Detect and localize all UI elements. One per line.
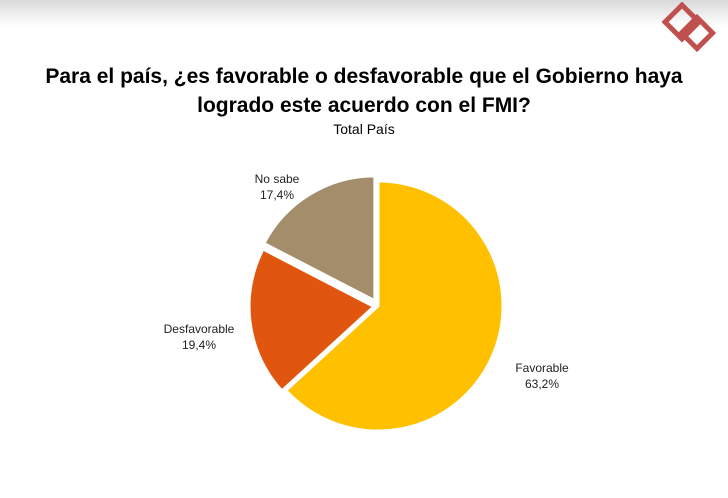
top-band — [0, 0, 728, 26]
page-title: Para el país, ¿es favorable o desfavorab… — [30, 62, 698, 120]
chart-subtitle: Total País — [333, 121, 395, 137]
slice-value-no-sabe: 17,4% — [260, 188, 294, 202]
slice-label-desfavorable: Desfavorable — [164, 322, 235, 336]
slice-label-favorable: Favorable — [515, 361, 569, 375]
title-line-1: Para el país, ¿es favorable o desfavorab… — [45, 65, 683, 88]
pie-slice-no-sabe — [261, 174, 377, 304]
brand-logo — [661, 2, 717, 53]
slice-value-desfavorable: 19,4% — [182, 338, 216, 352]
slice-label-no-sabe: No sabe — [255, 172, 300, 186]
slice-value-favorable: 63,2% — [525, 377, 559, 391]
pie-slice-favorable — [283, 179, 505, 433]
pie-labels: Favorable 63,2% Desfavorable 19,4% No sabe 17… — [164, 172, 569, 391]
pie-slice-desfavorable — [247, 247, 377, 394]
pie-slices — [247, 174, 505, 433]
title-line-2: logrado este acuerdo con el FMI? — [197, 94, 531, 117]
